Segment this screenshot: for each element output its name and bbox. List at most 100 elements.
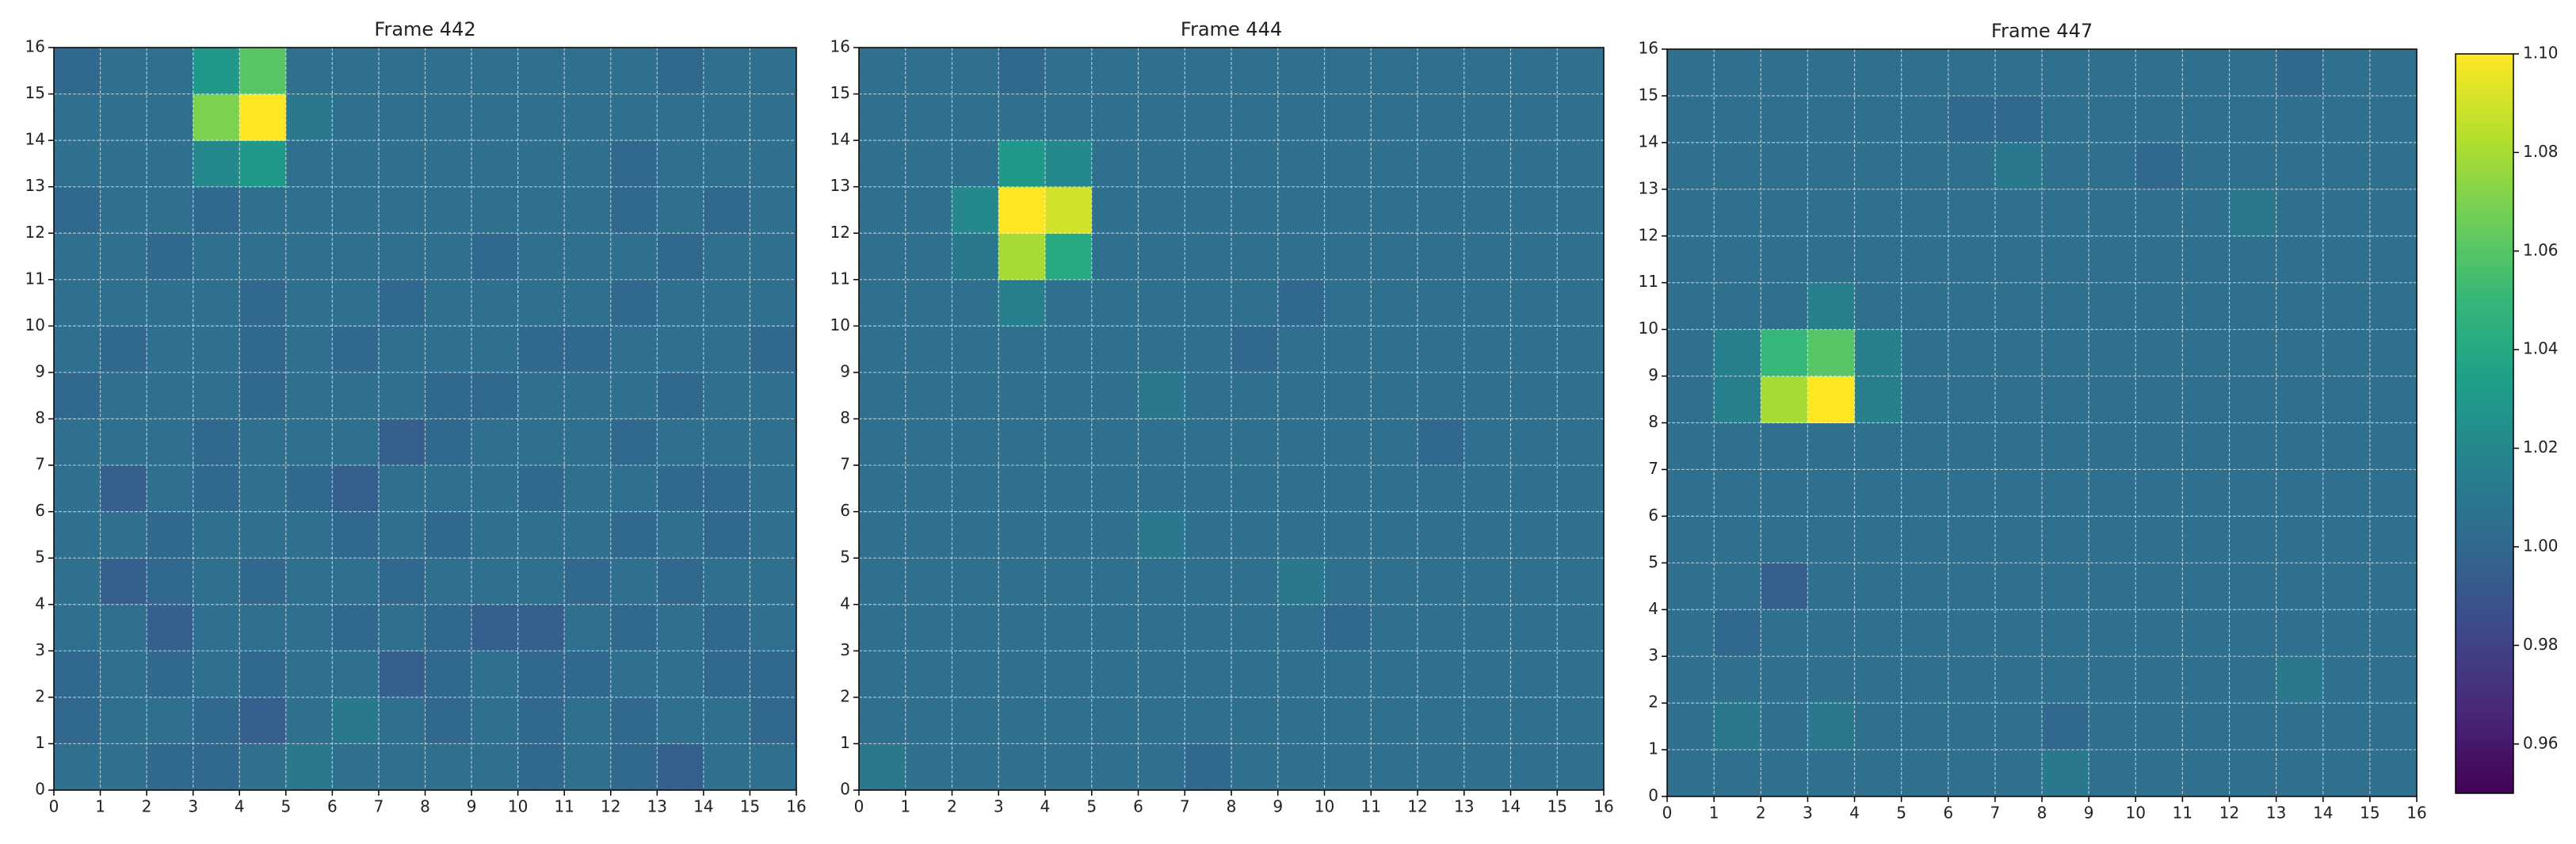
heatmap-cell — [1948, 95, 1996, 143]
heatmap-cell — [332, 94, 380, 141]
heatmap-cell — [1138, 697, 1185, 744]
heatmap-cell — [1510, 94, 1558, 141]
heatmap-cell — [2089, 422, 2136, 470]
heatmap-cell — [1138, 372, 1185, 419]
heatmap-cell — [952, 651, 999, 698]
y-tick-label: 7 — [840, 455, 850, 474]
heatmap-cell — [193, 418, 240, 466]
heatmap-cell — [998, 48, 1046, 95]
heatmap-cell — [2042, 422, 2089, 470]
y-tick-label: 3 — [1648, 646, 1658, 665]
heatmap-cell — [1045, 511, 1093, 559]
y-tick-label: 11 — [830, 269, 850, 288]
heatmap-cell — [657, 511, 704, 559]
heatmap-cell — [2089, 750, 2136, 797]
heatmap-cell — [1231, 604, 1279, 651]
heatmap-cell — [1557, 651, 1605, 698]
heatmap-cell — [859, 326, 906, 373]
heatmap-cell — [1807, 95, 1855, 143]
heatmap-cell — [1045, 558, 1093, 605]
heatmap-cell — [425, 279, 472, 327]
heatmap-cell — [1418, 558, 1465, 605]
heatmap-cell — [2042, 703, 2089, 750]
heatmap-cell — [2229, 376, 2277, 423]
x-tick-label: 6 — [327, 797, 338, 816]
heatmap-cell — [1091, 186, 1139, 234]
heatmap-cell — [517, 418, 565, 466]
heatmap-cell — [2042, 376, 2089, 423]
heatmap-cell — [1948, 609, 1996, 657]
heatmap-cell — [610, 743, 658, 791]
heatmap-cell — [998, 418, 1046, 466]
heatmap-cell — [1324, 697, 1372, 744]
heatmap-cell — [750, 140, 797, 188]
heatmap-cell — [471, 465, 519, 513]
heatmap-cell — [1510, 372, 1558, 419]
heatmap-cell — [2182, 189, 2230, 237]
heatmap-cell — [657, 94, 704, 141]
heatmap-cell — [859, 418, 906, 466]
heatmap-cell — [1091, 651, 1139, 698]
heatmap-cell — [517, 140, 565, 188]
heatmap-cell — [1418, 326, 1465, 373]
heatmap-cell — [952, 418, 999, 466]
heatmap-cell — [1418, 697, 1465, 744]
heatmap-cell — [2229, 329, 2277, 377]
heatmap-cell — [703, 140, 750, 188]
heatmap-cell — [564, 48, 612, 95]
x-tick-label: 9 — [467, 797, 477, 816]
heatmap-cell — [703, 94, 750, 141]
heatmap-cell — [1464, 140, 1511, 188]
heatmap-cell — [1464, 48, 1511, 95]
heatmap-cell — [2089, 189, 2136, 237]
heatmap-cell — [1854, 609, 1902, 657]
y-tick-label: 1 — [35, 733, 45, 752]
heatmap-cell — [1045, 465, 1093, 513]
heatmap-cell — [859, 604, 906, 651]
heatmap-cell — [2135, 282, 2183, 330]
heatmap-cell — [332, 326, 380, 373]
heatmap-cell — [378, 697, 426, 744]
heatmap-cell — [100, 465, 147, 513]
heatmap-cell — [54, 465, 101, 513]
heatmap-cell — [471, 511, 519, 559]
heatmap-cell — [750, 558, 797, 605]
heatmap-cell — [332, 140, 380, 188]
heatmap-cell — [1807, 703, 1855, 750]
heatmap-cell — [2042, 329, 2089, 377]
heatmap-cell — [471, 233, 519, 281]
heatmap-cell — [1464, 511, 1511, 559]
heatmap-cell — [1994, 95, 2043, 143]
heatmap-cell — [2229, 516, 2277, 563]
x-tick-label: 16 — [1593, 797, 1613, 816]
x-tick-label: 10 — [2126, 804, 2146, 823]
heatmap-cell — [517, 279, 565, 327]
heatmap-cell — [332, 233, 380, 281]
colorbar-tick-label: 1.00 — [2523, 537, 2559, 556]
heatmap-cell — [332, 604, 380, 651]
heatmap-cell — [1277, 372, 1325, 419]
heatmap-cell — [905, 697, 952, 744]
heatmap-cell — [1185, 326, 1232, 373]
heatmap-cell — [610, 326, 658, 373]
chart-title: Frame 444 — [1181, 18, 1282, 40]
y-tick-label: 8 — [840, 408, 850, 427]
heatmap-cell — [1185, 651, 1232, 698]
heatmap-cell — [1761, 422, 1808, 470]
heatmap-cell — [657, 48, 704, 95]
heatmap-cell — [952, 94, 999, 141]
heatmap-cell — [750, 279, 797, 327]
heatmap-cell — [1324, 511, 1372, 559]
heatmap-cell — [147, 511, 194, 559]
heatmap-cell — [1185, 279, 1232, 327]
heatmap-cell — [1464, 743, 1511, 791]
heatmap-cell — [1901, 49, 1949, 97]
heatmap-cell — [1185, 94, 1232, 141]
y-tick-label: 5 — [840, 548, 850, 567]
heatmap-cell — [750, 697, 797, 744]
heatmap-cell — [1854, 189, 1902, 237]
heatmap-cell — [2369, 609, 2418, 657]
heatmap-cell — [1045, 743, 1093, 791]
heatmap-cell — [2182, 563, 2230, 610]
heatmap-cell — [2322, 142, 2371, 190]
